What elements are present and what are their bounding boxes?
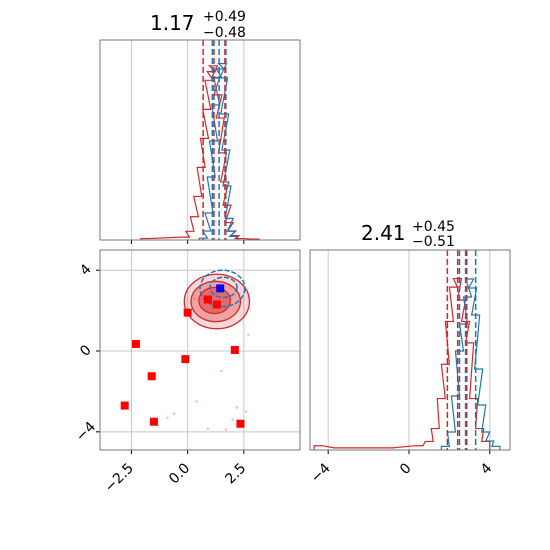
joint-ytick-label-0: −4 [73,419,99,445]
top-hist-red [140,65,260,240]
joint-faint-point-9 [220,370,223,373]
right-tick-label-1: 0 [397,460,415,478]
right-tick-label-2: 4 [478,460,496,478]
joint-blue-contour-0 [199,269,246,308]
title-param2-plus: +0.45 [412,219,455,235]
title-param1-minus: −0.48 [203,25,246,41]
joint-faint-point-1 [235,406,239,409]
right-tick-label-0: −4 [308,460,334,486]
title-param1-plus: +0.49 [203,9,246,25]
joint-plot-area [120,269,251,431]
joint-faint-point-2 [166,416,169,419]
joint-faint-point-8 [206,427,210,430]
joint-red-marker-0 [131,339,140,348]
top-hist-blue [198,63,239,240]
joint-red-marker-6 [203,295,212,304]
joint-faint-point-5 [172,412,176,415]
joint-red-marker-3 [120,401,129,410]
joint-xtick-label-2: 2.5 [222,460,249,487]
title-param2-minus: −0.51 [412,234,455,250]
joint-faint-point-3 [224,428,228,431]
right-hist-red [313,277,491,450]
joint-red-marker-5 [183,308,192,317]
top-frame [99,39,301,241]
joint-red-marker-4 [181,355,190,364]
title-param2-value: 2.41 [361,221,406,245]
marginal-param1-panel [99,39,301,244]
joint-panel: −2.5 0.0 2.5 −4 0 4 [73,249,301,496]
joint-red-marker-1 [147,372,156,381]
joint-blue-marker-0 [216,284,225,293]
joint-red-marker-8 [230,346,239,354]
joint-faint-point-11 [247,333,250,337]
joint-faint-point-0 [195,400,198,403]
joint-ytick-label-1: 0 [77,342,95,360]
title-param1-value: 1.17 [150,11,195,35]
joint-ytick-label-2: 4 [77,261,95,279]
right-hist-blue [440,278,501,450]
joint-red-contour-2 [198,286,231,315]
title-param2: 2.41 [361,221,406,245]
joint-frame [99,249,301,451]
joint-red-marker-7 [212,300,221,309]
marginal-param2-panel: −4 0 4 [308,249,511,486]
joint-faint-point-4 [244,410,248,413]
right-frame [309,249,511,451]
joint-red-marker-9 [236,419,245,428]
joint-xtick-label-1: 0.0 [166,460,193,487]
joint-xtick-label-0: −2.5 [102,460,137,495]
joint-red-marker-2 [149,417,158,426]
title-param1: 1.17 [150,11,195,35]
joint-faint-point-10 [193,297,196,300]
joint-blue-contour-1 [209,276,238,299]
joint-faint-point-6 [231,418,234,421]
